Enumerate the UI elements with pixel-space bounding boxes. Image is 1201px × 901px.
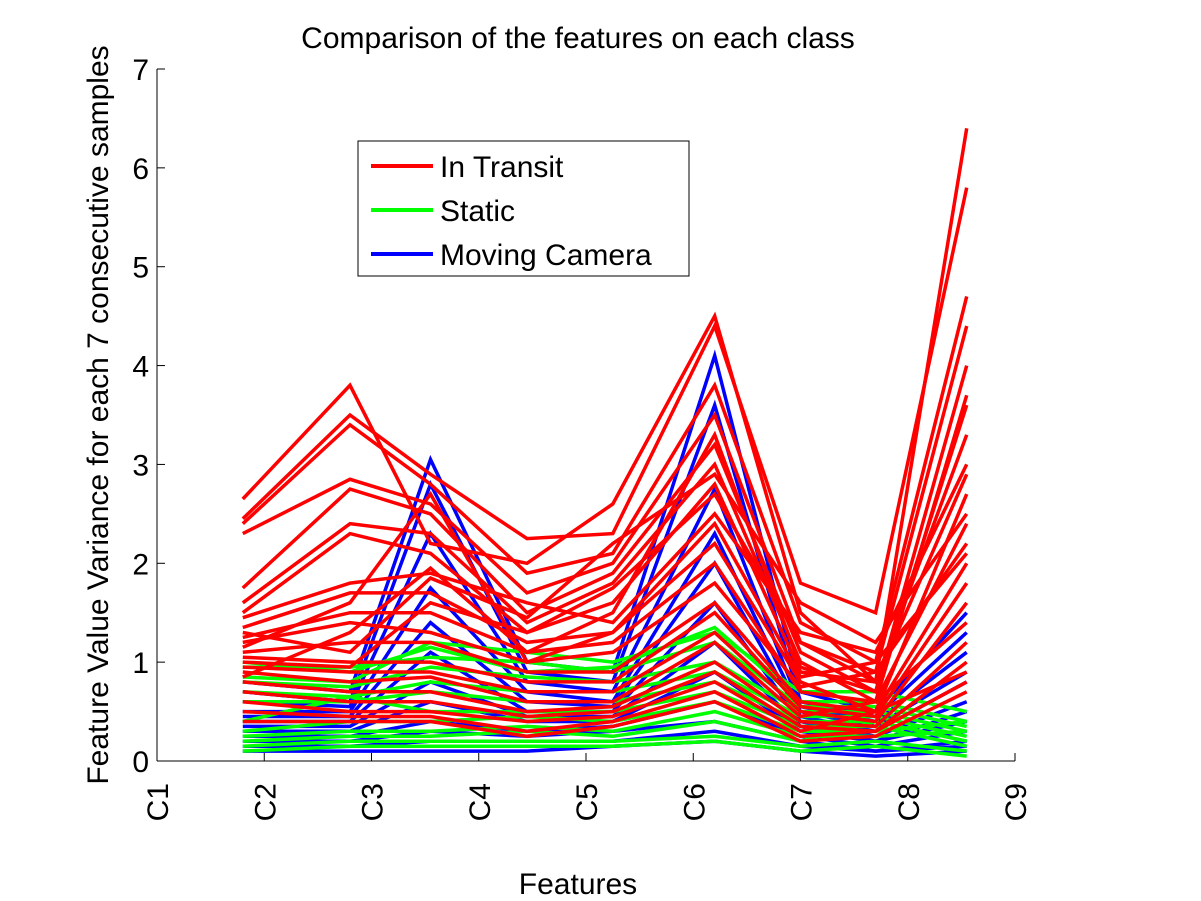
y-tick-label: 1	[132, 647, 149, 680]
series-line	[242, 404, 969, 695]
y-tick-label: 5	[132, 252, 149, 285]
x-tick-label: C5	[571, 783, 604, 821]
series-line	[242, 582, 969, 719]
series-line	[242, 680, 968, 739]
x-tick-label: C1	[142, 783, 175, 821]
axis-layer: 0 1 2 3 4 5 6 7 C1 C2 C3 C4 C5 C6 C7 C8 C9	[132, 54, 1033, 821]
legend-label: In Transit	[440, 151, 564, 184]
series-line	[242, 690, 968, 743]
y-tick-label: 4	[132, 351, 149, 384]
y-tick-label: 0	[132, 746, 149, 779]
y-tick-label: 7	[132, 54, 149, 87]
legend-label: Moving Camera	[440, 239, 652, 272]
series-layer	[241, 128, 969, 758]
series-0	[241, 128, 969, 743]
series-line	[241, 187, 969, 616]
series-line	[242, 325, 969, 675]
series-line	[242, 660, 968, 734]
series-line	[241, 128, 969, 686]
series-line	[242, 463, 969, 655]
y-tick-label: 3	[132, 449, 149, 482]
series-line	[242, 641, 968, 729]
series-line	[242, 630, 968, 714]
y-tick-label: 6	[132, 153, 149, 186]
chart-title: Comparison of the features on each class	[301, 22, 855, 55]
series-line	[242, 471, 969, 655]
x-tick-label: C7	[786, 783, 819, 821]
x-tick-label: C2	[249, 783, 282, 821]
legend: In Transit Static Moving Camera	[357, 140, 690, 277]
series-line	[241, 295, 969, 665]
x-tick-label: C4	[464, 783, 497, 821]
series-line	[242, 490, 969, 679]
x-tick-label: C6	[678, 783, 711, 821]
x-axis-label: Features	[519, 868, 637, 901]
x-tick-label: C3	[357, 783, 390, 821]
y-tick-label: 2	[132, 548, 149, 581]
series-line	[242, 670, 968, 734]
series-line	[242, 621, 968, 719]
series-line	[242, 739, 967, 758]
y-axis-label: Feature Value Variance for each 7 consec…	[82, 45, 115, 784]
series-line	[242, 734, 967, 753]
legend-label: Static	[440, 195, 515, 228]
series-line	[241, 394, 969, 705]
x-tick-label: C8	[893, 783, 926, 821]
x-tick-label: C9	[1000, 783, 1033, 821]
